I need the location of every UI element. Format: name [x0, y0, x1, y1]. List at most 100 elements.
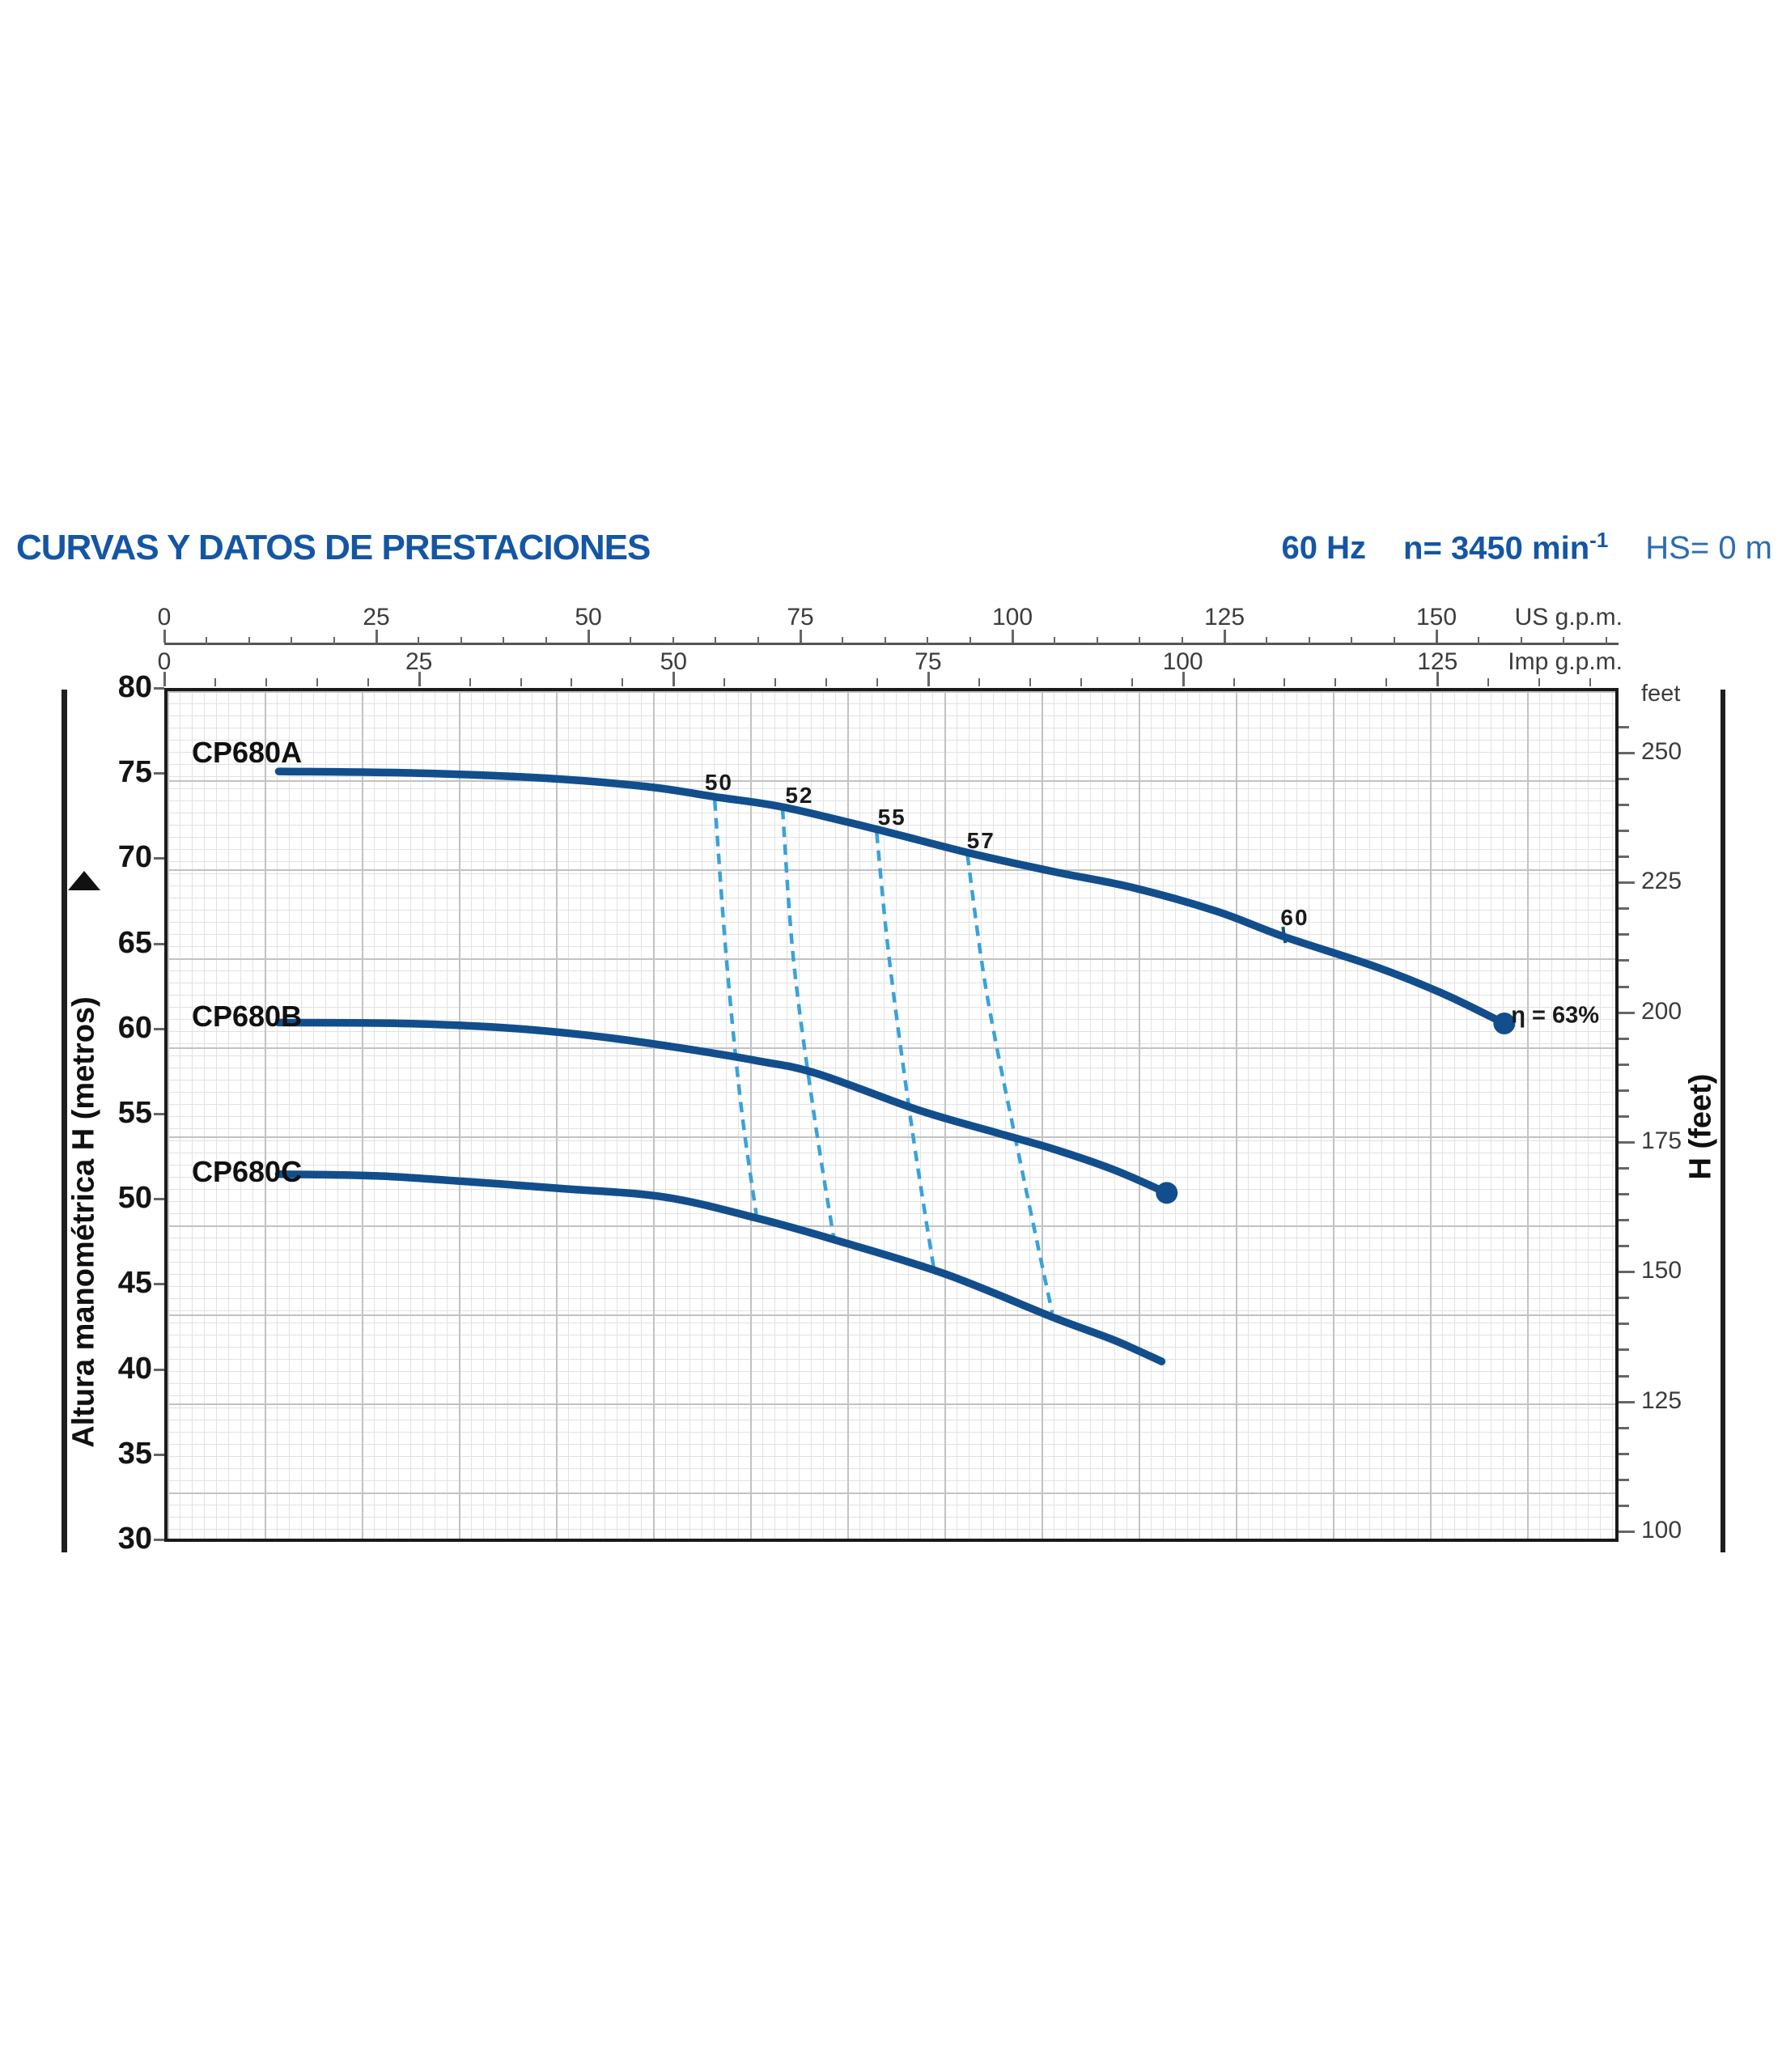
us-gpm-tick-label: 25: [363, 604, 390, 631]
feet-tick-label: 175: [1641, 1127, 1682, 1154]
feet-tick: [1619, 1115, 1629, 1118]
curve-end-dot-CP680A: [1493, 1012, 1516, 1034]
feet-unit-label: feet: [1641, 681, 1681, 707]
metres-tick: [154, 1368, 164, 1371]
metres-tick-label: 40: [117, 1351, 152, 1386]
imp-gpm-tick: [571, 678, 573, 686]
imp-gpm-tick: [469, 678, 471, 686]
imp-gpm-tick: [1131, 678, 1133, 686]
feet-tick: [1619, 959, 1629, 962]
efficiency-eta-label: η = 63%: [1511, 1002, 1600, 1029]
metres-tick: [154, 1113, 164, 1115]
imp-gpm-tick: [672, 672, 676, 686]
curve-CP680B: [274, 1018, 1171, 1197]
efficiency-line-52: [780, 809, 836, 1237]
metres-tick-label: 60: [117, 1010, 152, 1045]
feet-tick: [1619, 856, 1629, 859]
feet-tick: [1619, 1193, 1629, 1196]
axis-direction-arrow-icon: [68, 871, 100, 890]
imp-gpm-tick: [163, 672, 166, 686]
feet-tick: [1619, 1374, 1629, 1378]
feet-tick: [1619, 985, 1629, 988]
feet-tick: [1619, 907, 1629, 911]
metres-tick-label: 65: [117, 925, 152, 960]
us-gpm-tick-label: 100: [991, 604, 1033, 631]
imp-gpm-tick: [1283, 678, 1286, 686]
imp-gpm-tick: [1589, 678, 1592, 686]
feet-tick: [1619, 1530, 1635, 1533]
feet-tick: [1619, 1011, 1635, 1014]
us-gpm-tick: [1393, 637, 1395, 644]
imp-gpm-tick: [622, 678, 624, 686]
feet-tick: [1619, 830, 1629, 833]
efficiency-value-label: 60: [1280, 905, 1309, 931]
imp-gpm-tick: [825, 678, 828, 686]
feet-tick: [1619, 1089, 1629, 1092]
metres-tick: [154, 857, 164, 860]
us-gpm-tick: [1563, 637, 1565, 644]
us-gpm-tick: [927, 637, 929, 644]
us-gpm-tick: [757, 637, 759, 644]
us-gpm-tick: [1605, 637, 1607, 644]
us-gpm-tick: [672, 637, 674, 644]
feet-tick: [1619, 881, 1635, 885]
feet-tick: [1619, 1219, 1629, 1222]
imp-gpm-tick-label: 75: [914, 648, 942, 675]
imp-gpm-tick: [1233, 678, 1235, 686]
feet-tick: [1619, 1478, 1629, 1481]
feet-tick: [1619, 1037, 1629, 1040]
us-gpm-tick: [1139, 637, 1141, 644]
imp-gpm-tick: [1487, 678, 1490, 686]
imp-gpm-tick-label: 25: [405, 648, 433, 675]
metres-tick: [154, 1198, 164, 1201]
efficiency-value-label: 52: [785, 782, 814, 808]
metres-tick: [154, 687, 164, 690]
imp-gpm-tick: [418, 672, 421, 686]
metres-tick: [154, 772, 164, 775]
us-gpm-unit-label: US g.p.m.: [1514, 604, 1623, 631]
imp-gpm-tick: [1538, 678, 1541, 686]
imp-gpm-tick: [723, 678, 726, 686]
feet-tick-label: 125: [1641, 1386, 1682, 1414]
imp-gpm-tick: [774, 678, 777, 686]
metres-tick: [154, 942, 164, 945]
us-gpm-tick: [1012, 630, 1014, 643]
us-gpm-tick: [1054, 637, 1056, 644]
metres-tick-label: 45: [117, 1266, 152, 1301]
us-gpm-tick: [206, 637, 208, 644]
speed-value: n= 3450 min-1: [1403, 528, 1609, 567]
metres-tick-label: 35: [117, 1436, 152, 1471]
us-gpm-tick: [969, 637, 971, 644]
left-rule: [62, 690, 67, 1552]
imp-gpm-tick: [1080, 678, 1082, 686]
us-gpm-tick: [715, 637, 717, 644]
imp-gpm-tick: [1385, 678, 1388, 686]
us-gpm-tick-label: 125: [1203, 604, 1245, 631]
feet-tick: [1619, 1166, 1629, 1170]
us-gpm-tick-label: 75: [787, 604, 814, 631]
right-rule: [1720, 690, 1725, 1552]
imp-gpm-tick: [214, 678, 216, 686]
feet-tick: [1619, 1504, 1629, 1507]
us-gpm-tick: [163, 630, 166, 643]
us-gpm-axis-line: [164, 643, 1619, 645]
metres-tick-label: 30: [117, 1522, 152, 1556]
us-gpm-tick: [588, 630, 590, 643]
feet-tick: [1619, 1063, 1629, 1066]
curve-CP680A: [274, 767, 1508, 1028]
efficiency-value-label: 50: [704, 769, 733, 795]
feet-tick-label: 250: [1641, 737, 1682, 765]
feet-tick: [1619, 1297, 1629, 1300]
us-gpm-tick: [460, 637, 462, 644]
imp-gpm-tick-label: 125: [1417, 648, 1458, 675]
us-gpm-tick: [1436, 630, 1438, 643]
imp-gpm-tick: [1029, 678, 1031, 686]
us-gpm-tick: [1520, 637, 1522, 644]
efficiency-line-55: [875, 832, 936, 1273]
feet-tick-label: 200: [1641, 997, 1682, 1025]
imp-gpm-tick-label: 100: [1162, 648, 1203, 675]
metres-tick-label: 70: [117, 840, 152, 875]
feet-tick: [1619, 1452, 1629, 1455]
curve-label-CP680B: CP680B: [192, 1000, 303, 1034]
